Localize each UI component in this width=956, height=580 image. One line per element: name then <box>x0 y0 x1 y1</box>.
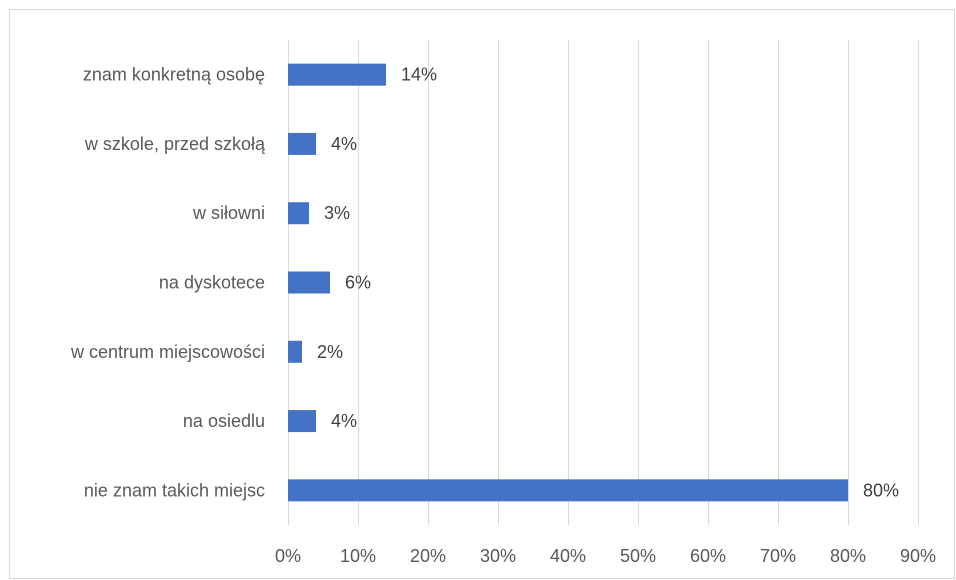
data-label: 4% <box>331 411 357 431</box>
x-tick-label: 80% <box>830 546 866 566</box>
category-label: w centrum miejscowości <box>70 342 265 362</box>
category-label: w szkole, przed szkołą <box>84 134 266 154</box>
labels: 0% 10% 20% 30% 40% 50% 60% 70% 80% 90% znam konkre… <box>70 65 936 566</box>
bar <box>288 271 330 294</box>
x-tick-label: 40% <box>550 546 586 566</box>
gridlines <box>288 40 919 525</box>
bar <box>288 410 316 433</box>
category-label: znam konkretną osobę <box>83 65 265 85</box>
category-label: na dyskotece <box>159 273 265 293</box>
data-label: 80% <box>863 480 899 500</box>
x-tick-label: 10% <box>340 546 376 566</box>
x-tick-label: 30% <box>480 546 516 566</box>
x-tick-label: 0% <box>275 546 301 566</box>
bars <box>288 63 848 502</box>
bar <box>288 202 309 225</box>
x-tick-label: 90% <box>900 546 936 566</box>
bar <box>288 340 302 363</box>
data-label: 14% <box>401 65 437 85</box>
x-tick-label: 70% <box>760 546 796 566</box>
data-label: 4% <box>331 134 357 154</box>
data-label: 3% <box>324 203 350 223</box>
data-label: 6% <box>345 273 371 293</box>
bar <box>288 132 316 155</box>
category-label: nie znam takich miejsc <box>84 480 265 500</box>
bar <box>288 479 848 502</box>
x-tick-label: 50% <box>620 546 656 566</box>
x-tick-label: 60% <box>690 546 726 566</box>
bar <box>288 63 386 86</box>
x-tick-label: 20% <box>410 546 446 566</box>
category-label: na osiedlu <box>183 411 265 431</box>
category-label: w siłowni <box>192 203 265 223</box>
data-label: 2% <box>317 342 343 362</box>
